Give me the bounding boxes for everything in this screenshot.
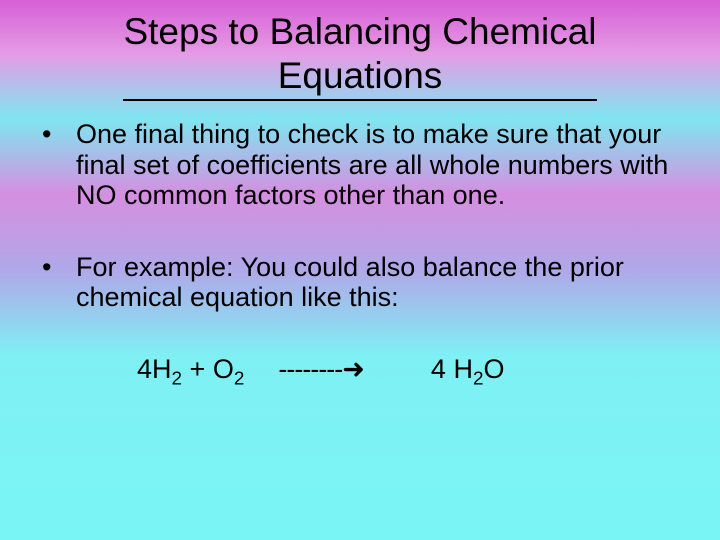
equation-left: 4H2 + O2: [137, 354, 244, 384]
bullet-item: One final thing to check is to make sure…: [42, 119, 678, 210]
slide-body: One final thing to check is to make sure…: [0, 101, 720, 384]
slide-title: Steps to Balancing Chemical Equations: [123, 10, 596, 101]
bullet-list: One final thing to check is to make sure…: [42, 119, 678, 312]
species-sub: 2: [234, 369, 245, 390]
species-base: H: [453, 354, 473, 384]
slide: Steps to Balancing Chemical Equations On…: [0, 0, 720, 540]
species-base: O: [213, 354, 234, 384]
title-line-1: Steps to Balancing Chemical: [123, 11, 596, 52]
coeff: 4: [137, 354, 152, 384]
bullet-text: For example: You could also balance the …: [76, 252, 624, 312]
title-container: Steps to Balancing Chemical Equations: [0, 0, 720, 101]
arrow-head-icon: ➜: [342, 354, 365, 384]
chemical-equation: 4H2 + O2 --------➜ 4 H2O: [42, 354, 678, 384]
equation-arrow: --------➜: [278, 354, 365, 384]
bullet-text: One final thing to check is to make sure…: [76, 119, 668, 209]
bullet-item: For example: You could also balance the …: [42, 252, 678, 312]
title-line-2: Equations: [278, 55, 443, 96]
species-base: O: [483, 354, 504, 384]
species-sub: 2: [473, 369, 484, 390]
coeff: 4: [431, 354, 454, 384]
species-sub: 2: [172, 369, 183, 390]
species-base: H: [152, 354, 172, 384]
arrow-dashes: --------: [278, 354, 342, 384]
equation-right: 4 H2O: [431, 354, 505, 384]
plus: +: [182, 354, 213, 384]
